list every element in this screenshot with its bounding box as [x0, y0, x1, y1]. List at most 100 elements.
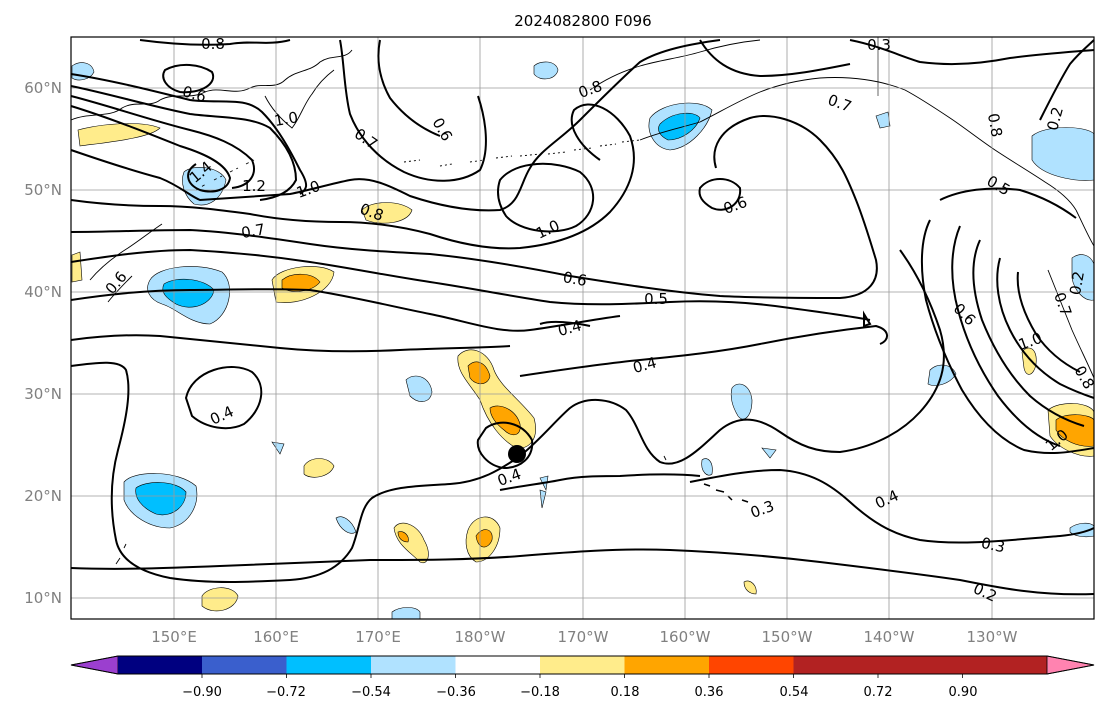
contour-line [70, 105, 232, 193]
contour-line [1016, 271, 1081, 373]
contour-line [499, 473, 701, 491]
contour-label: 0.8 [201, 35, 225, 53]
contour-line [70, 548, 1095, 596]
contour-label: 0.6 [180, 82, 208, 106]
negative-region [405, 375, 433, 402]
contour-label: 0.2 [1066, 270, 1088, 297]
negative-region [533, 61, 559, 80]
negative-region [391, 607, 421, 620]
negative-region [730, 383, 753, 420]
contour-label: 0.6 [562, 268, 589, 290]
colorbar-extension-high [1046, 655, 1095, 675]
lon-label: 140°W [864, 628, 915, 646]
map-title: 2024082800 F096 [514, 12, 651, 30]
contour-line [184, 366, 263, 430]
contour-line [162, 64, 215, 94]
storm-center-marker [508, 445, 526, 463]
contour-line [996, 257, 1095, 399]
shaded-regions [71, 61, 1095, 620]
contour-line [863, 310, 872, 328]
coastline-canada [1075, 209, 1095, 247]
map-frame [70, 36, 1095, 620]
positive-region [71, 251, 83, 283]
contour-line [377, 39, 441, 137]
contour-line [70, 288, 621, 332]
negative-region [539, 489, 547, 509]
gridlines [71, 37, 1094, 619]
colorbar-segment [286, 656, 371, 674]
colorbar-extension-low [70, 655, 119, 675]
contour-line [849, 39, 1095, 66]
positive-region [201, 587, 239, 612]
latitude-labels: 60°N 50°N 40°N 30°N 20°N 10°N [24, 79, 62, 607]
colorbar-tick-label: −0.54 [351, 685, 391, 700]
positive-region [397, 531, 409, 543]
contour-line [698, 178, 742, 211]
contour-line [1039, 39, 1095, 121]
negative-region [875, 111, 891, 129]
lon-label: 150°W [762, 628, 813, 646]
contour-label: 0.5 [644, 290, 668, 308]
colorbar-tick-label: 0.72 [864, 685, 893, 700]
contour-line [70, 39, 721, 212]
contour-label: 0.4 [556, 316, 584, 340]
contour-line [539, 320, 591, 327]
positive-region [361, 202, 413, 224]
colorbar-ticks: −0.90 −0.72 −0.54 −0.36 −0.18 0.18 0.36 … [182, 685, 977, 700]
lat-label: 10°N [24, 589, 62, 607]
contour-line [497, 162, 595, 233]
lat-label: 60°N [24, 79, 62, 97]
contour-line [972, 239, 1085, 427]
map-area: 0.8 0.6 1.0 1.4 1.2 1.0 0.7 0.7 0.8 0.6 … [70, 35, 1098, 620]
negative-region [135, 482, 187, 516]
colorbar-tick-label: −0.36 [436, 685, 476, 700]
colorbar-tick-label: 0.54 [780, 685, 809, 700]
colorbar-tick-label: −0.72 [266, 685, 306, 700]
contour-line [70, 115, 878, 300]
coastline-aleutians [403, 139, 641, 167]
colorbar-segment [709, 656, 794, 674]
contour-line [70, 73, 307, 195]
lat-label: 50°N [24, 181, 62, 199]
positive-region [467, 361, 491, 385]
contour-line [951, 225, 1061, 447]
contour-line [519, 324, 888, 377]
positive-region [743, 580, 757, 595]
contour-line [70, 95, 255, 189]
lon-label: 160°E [253, 628, 299, 646]
colorbar-tick-label: 0.90 [949, 685, 978, 700]
contour-label: 0.4 [631, 353, 659, 377]
colorbar-tick-label: −0.18 [520, 685, 560, 700]
colorbar-segment [371, 656, 456, 674]
colorbar-segment [540, 656, 625, 674]
hawaii-islands [703, 483, 749, 503]
contour-line [689, 468, 1095, 544]
coastline-north-america [1047, 269, 1095, 379]
contour-label: 0.3 [979, 534, 1006, 557]
contour-lines [70, 39, 1095, 596]
colorbar-tick-label: 0.18 [611, 685, 640, 700]
positive-region [303, 458, 335, 478]
negative-region [658, 112, 701, 141]
colorbar-segment [118, 656, 202, 674]
lon-label: 170°W [558, 628, 609, 646]
colorbar-segment [624, 656, 709, 674]
colorbar-tick-label: 0.36 [695, 685, 724, 700]
lon-label: 170°E [355, 628, 401, 646]
coastline-asia [70, 49, 353, 121]
contour-label: 0.2 [1043, 105, 1067, 133]
positive-region [489, 405, 521, 436]
negative-region [761, 447, 777, 459]
contour-label: 0.3 [867, 36, 891, 54]
lon-label: 180°W [455, 628, 506, 646]
contour-line [70, 334, 511, 353]
coastline-alaska-north [589, 39, 761, 91]
colorbar-segment [793, 656, 1047, 674]
lon-label: 160°W [660, 628, 711, 646]
contour-label: 0.8 [984, 112, 1006, 139]
contour-line [920, 187, 1095, 455]
contour-line [699, 39, 851, 78]
coastlines [70, 37, 1095, 565]
coastline-kamchatka [264, 69, 335, 129]
